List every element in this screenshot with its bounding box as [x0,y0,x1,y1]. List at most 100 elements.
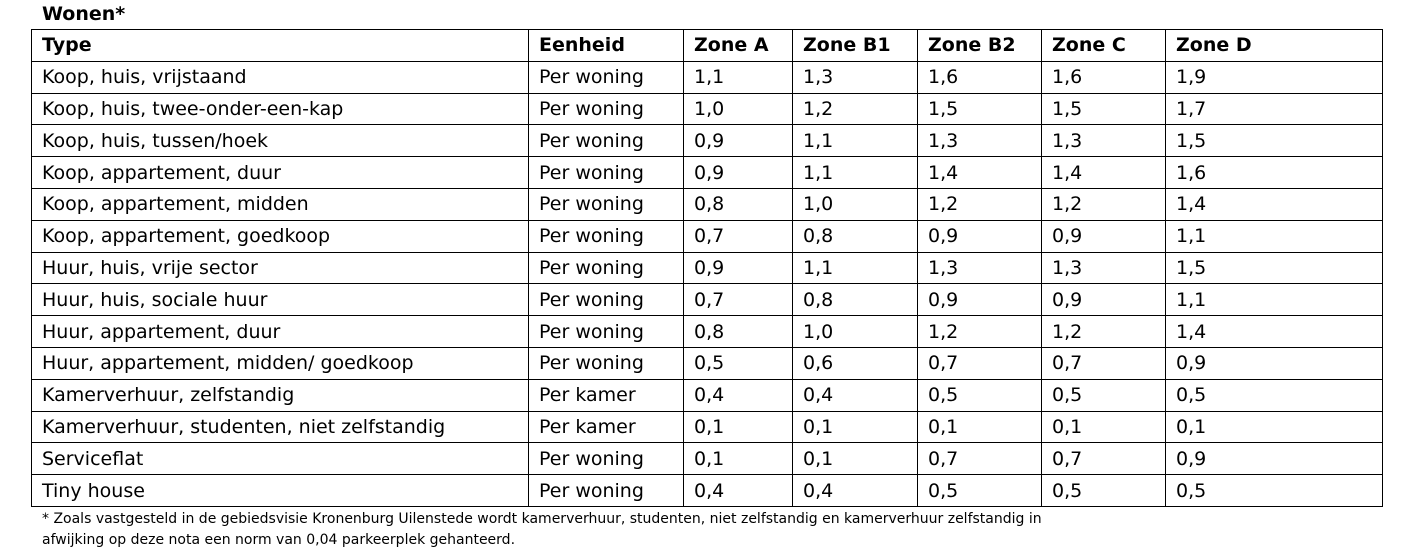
cell-zone-b1: 0,1 [792,410,918,444]
cell-unit: Per woning [528,124,684,158]
table-row: Huur, appartement, duur Per woning 0,8 1,0 1… [31,315,1383,348]
page-title: Wonen* [42,3,126,25]
cell-zone-c: 0,7 [1041,346,1166,380]
cell-type: Serviceflat [31,442,529,476]
cell-type: Huur, appartement, duur [31,315,529,348]
cell-zone-c: 1,3 [1041,251,1166,285]
cell-zone-d: 1,5 [1165,251,1383,285]
cell-unit: Per woning [528,219,684,253]
cell-zone-b2: 0,5 [917,378,1042,412]
cell-zone-b1: 1,1 [792,251,918,285]
cell-zone-b1: 1,1 [792,156,918,189]
column-header-zone-b1: Zone B1 [792,29,918,62]
cell-zone-b2: 0,9 [917,219,1042,253]
cell-zone-c: 1,2 [1041,187,1166,221]
cell-zone-a: 0,4 [683,474,793,507]
cell-zone-b1: 1,2 [792,92,918,126]
cell-zone-d: 0,1 [1165,410,1383,444]
cell-zone-d: 1,9 [1165,60,1383,94]
cell-zone-c: 0,9 [1041,219,1166,253]
column-header-unit: Eenheid [528,29,684,62]
cell-zone-a: 0,9 [683,124,793,158]
cell-zone-d: 0,9 [1165,346,1383,380]
table-row: Koop, appartement, goedkoop Per woning 0,7… [31,219,1383,253]
table-header-row: Type Eenheid Zone A Zone B1 Zone B2 Zone C Zon… [31,29,1383,62]
cell-zone-a: 0,7 [683,219,793,253]
cell-unit: Per woning [528,251,684,285]
cell-zone-b2: 1,3 [917,124,1042,158]
cell-zone-b2: 1,2 [917,187,1042,221]
cell-zone-b2: 1,3 [917,251,1042,285]
cell-zone-b1: 0,4 [792,378,918,412]
table-row: Kamerverhuur, zelfstandig Per kamer 0,4 0,4… [31,378,1383,412]
cell-zone-b2: 1,5 [917,92,1042,126]
column-header-zone-a: Zone A [683,29,793,62]
cell-zone-b1: 1,0 [792,187,918,221]
cell-zone-a: 0,1 [683,442,793,476]
cell-type: Huur, huis, vrije sector [31,251,529,285]
cell-unit: Per woning [528,474,684,507]
cell-unit: Per woning [528,315,684,348]
cell-zone-c: 1,6 [1041,60,1166,94]
cell-zone-d: 0,5 [1165,378,1383,412]
cell-unit: Per woning [528,156,684,189]
cell-type: Koop, huis, twee-onder-een-kap [31,92,529,126]
cell-zone-b1: 0,8 [792,219,918,253]
cell-type: Koop, huis, tussen/hoek [31,124,529,158]
table-row: Huur, huis, sociale huur Per woning 0,7 0,8… [31,283,1383,317]
cell-zone-b2: 0,1 [917,410,1042,444]
cell-zone-b1: 0,8 [792,283,918,317]
cell-type: Koop, appartement, duur [31,156,529,189]
cell-zone-b1: 0,1 [792,442,918,476]
cell-zone-c: 0,7 [1041,442,1166,476]
cell-type: Huur, huis, sociale huur [31,283,529,317]
table-row: Koop, appartement, midden Per woning 0,8 1,… [31,187,1383,221]
cell-zone-d: 0,9 [1165,442,1383,476]
cell-zone-b2: 1,2 [917,315,1042,348]
cell-zone-d: 0,5 [1165,474,1383,507]
cell-zone-d: 1,5 [1165,124,1383,158]
cell-zone-c: 0,1 [1041,410,1166,444]
table-row: Serviceflat Per woning 0,1 0,1 0,7 0,7 0,9 [31,442,1383,476]
cell-zone-a: 1,1 [683,60,793,94]
cell-unit: Per woning [528,92,684,126]
cell-zone-b2: 0,7 [917,442,1042,476]
cell-zone-b1: 1,3 [792,60,918,94]
cell-zone-a: 1,0 [683,92,793,126]
cell-zone-a: 0,5 [683,346,793,380]
cell-zone-b2: 1,4 [917,156,1042,189]
cell-type: Koop, appartement, goedkoop [31,219,529,253]
cell-zone-a: 0,7 [683,283,793,317]
cell-unit: Per woning [528,187,684,221]
table-row: Kamerverhuur, studenten, niet zelfstandi… [31,410,1383,444]
cell-unit: Per woning [528,346,684,380]
cell-zone-a: 0,8 [683,187,793,221]
cell-type: Huur, appartement, midden/ goedkoop [31,346,529,380]
cell-unit: Per woning [528,442,684,476]
cell-unit: Per woning [528,60,684,94]
cell-unit: Per kamer [528,378,684,412]
cell-zone-d: 1,1 [1165,219,1383,253]
cell-zone-c: 0,5 [1041,474,1166,507]
footnote-line-2: afwijking op deze nota een norm van 0,04… [42,532,516,548]
cell-zone-d: 1,6 [1165,156,1383,189]
cell-zone-c: 0,5 [1041,378,1166,412]
cell-type: Tiny house [31,474,529,507]
cell-zone-d: 1,4 [1165,187,1383,221]
table-row: Koop, appartement, duur Per woning 0,9 1,1 1… [31,156,1383,189]
cell-type: Koop, appartement, midden [31,187,529,221]
cell-zone-a: 0,8 [683,315,793,348]
footnote: * Zoals vastgesteld in de gebiedsvisie K… [42,509,1142,551]
cell-unit: Per woning [528,283,684,317]
table-row: Koop, huis, vrijstaand Per woning 1,1 1,3 1,… [31,60,1383,94]
cell-zone-d: 1,1 [1165,283,1383,317]
parking-norms-table: Type Eenheid Zone A Zone B1 Zone B2 Zone C Zon… [31,29,1383,507]
table-row: Koop, huis, tussen/hoek Per woning 0,9 1,1 1… [31,124,1383,158]
cell-zone-b1: 1,0 [792,315,918,348]
cell-zone-a: 0,1 [683,410,793,444]
cell-zone-b2: 1,6 [917,60,1042,94]
cell-zone-b2: 0,9 [917,283,1042,317]
column-header-zone-b2: Zone B2 [917,29,1042,62]
cell-zone-d: 1,7 [1165,92,1383,126]
cell-type: Kamerverhuur, studenten, niet zelfstandi… [31,410,529,444]
